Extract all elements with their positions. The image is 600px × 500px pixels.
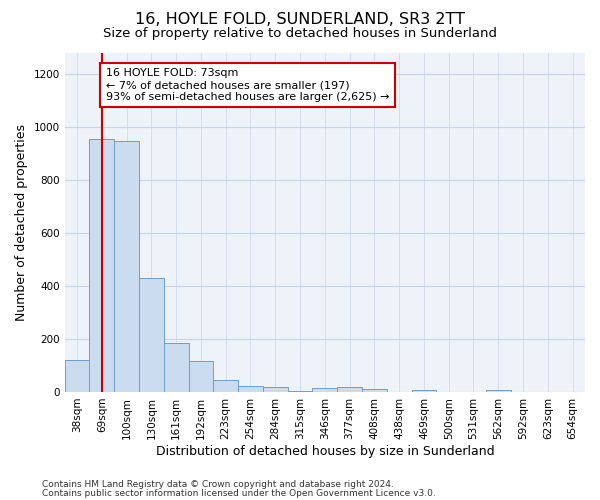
- Bar: [114, 140, 139, 392]
- Bar: [238, 386, 263, 392]
- Text: 16 HOYLE FOLD: 73sqm
← 7% of detached houses are smaller (197)
93% of semi-detac: 16 HOYLE FOLD: 73sqm ← 7% of detached ho…: [106, 68, 389, 102]
- X-axis label: Distribution of detached houses by size in Sunderland: Distribution of detached houses by size …: [155, 444, 494, 458]
- Bar: [412, 390, 436, 392]
- Bar: [89, 138, 114, 392]
- Text: Contains public sector information licensed under the Open Government Licence v3: Contains public sector information licen…: [42, 488, 436, 498]
- Bar: [214, 380, 238, 392]
- Bar: [263, 386, 287, 392]
- Bar: [65, 360, 89, 392]
- Text: 16, HOYLE FOLD, SUNDERLAND, SR3 2TT: 16, HOYLE FOLD, SUNDERLAND, SR3 2TT: [135, 12, 465, 28]
- Bar: [188, 360, 214, 392]
- Bar: [313, 388, 337, 392]
- Bar: [164, 344, 188, 392]
- Bar: [362, 390, 387, 392]
- Text: Size of property relative to detached houses in Sunderland: Size of property relative to detached ho…: [103, 28, 497, 40]
- Bar: [486, 390, 511, 392]
- Text: Contains HM Land Registry data © Crown copyright and database right 2024.: Contains HM Land Registry data © Crown c…: [42, 480, 394, 489]
- Bar: [287, 390, 313, 392]
- Y-axis label: Number of detached properties: Number of detached properties: [15, 124, 28, 320]
- Bar: [337, 388, 362, 392]
- Bar: [139, 278, 164, 392]
